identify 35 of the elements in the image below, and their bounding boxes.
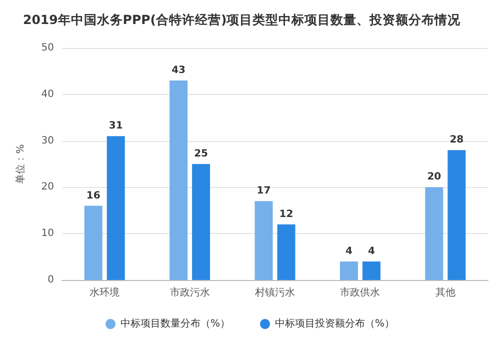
bar — [170, 80, 188, 280]
data-label: 4 — [345, 246, 352, 257]
y-tick-label: 20 — [41, 182, 54, 193]
bar — [425, 187, 444, 280]
bar — [106, 136, 125, 280]
x-tick-label: 水环境 — [90, 286, 120, 298]
data-label: 31 — [108, 120, 123, 132]
y-tick-label: 40 — [41, 88, 54, 100]
data-label: 25 — [194, 148, 208, 160]
y-axis-title: 单位：% — [14, 144, 26, 184]
y-tick-label: 10 — [41, 228, 54, 240]
x-tick-label: 其他 — [435, 286, 456, 298]
data-label: 12 — [279, 208, 294, 220]
bar — [448, 150, 466, 280]
bar — [192, 164, 210, 280]
bar — [84, 206, 102, 280]
legend-label: 中标项目数量分布（%） — [120, 318, 230, 330]
data-label: 20 — [427, 172, 442, 183]
bar — [340, 261, 358, 280]
data-label: 43 — [172, 64, 186, 76]
x-tick-label: 村镇污水 — [254, 286, 295, 298]
bar — [277, 224, 296, 280]
chart-title: 2019年中国水务PPP(合特许经营)项目类型中标项目数量、投资额分布情况 — [23, 12, 462, 27]
legend-label: 中标项目投资额分布（%） — [275, 318, 395, 330]
data-label: 17 — [256, 186, 271, 197]
x-tick-label: 市政污水 — [170, 286, 210, 298]
bar — [254, 201, 273, 280]
data-label: 4 — [368, 246, 375, 257]
bar — [362, 261, 380, 280]
y-tick-label: 50 — [41, 42, 54, 54]
y-tick-label: 0 — [48, 274, 54, 286]
x-tick-label: 市政供水 — [340, 286, 380, 298]
data-label: 16 — [86, 190, 100, 202]
y-tick-label: 30 — [41, 135, 54, 146]
data-label: 28 — [450, 134, 464, 146]
